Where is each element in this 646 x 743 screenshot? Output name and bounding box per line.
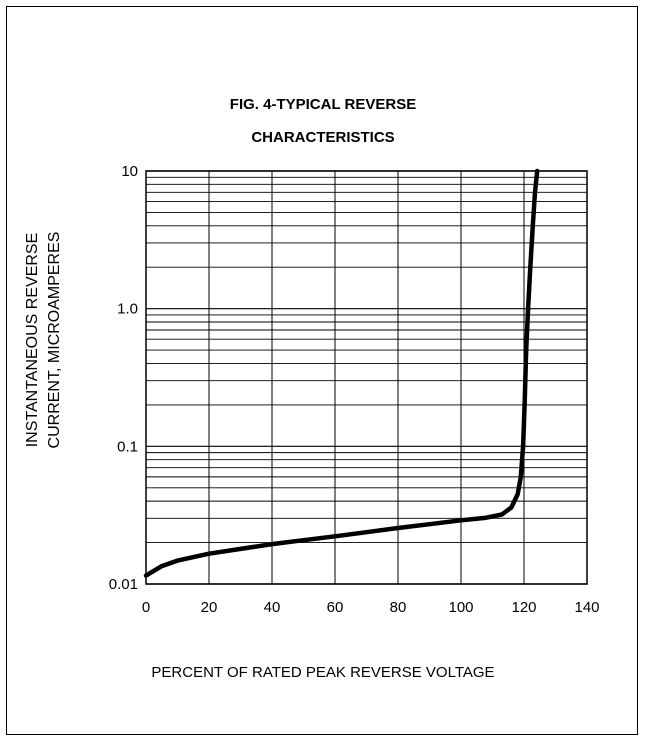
y-tick-label-3: 10 bbox=[121, 163, 138, 180]
y-tick-label-2: 1.0 bbox=[117, 301, 138, 318]
plot-border bbox=[145, 170, 588, 585]
figure-frame bbox=[6, 6, 638, 735]
x-axis-label: PERCENT OF RATED PEAK REVERSE VOLTAGE bbox=[151, 664, 495, 681]
x-tick-label-0: 0 bbox=[142, 599, 150, 616]
x-tick-label-3: 60 bbox=[327, 599, 344, 616]
x-tick-label-5: 100 bbox=[448, 599, 473, 616]
y-tick-label-0: 0.01 bbox=[109, 576, 138, 593]
chart-title-line1: FIG. 4-TYPICAL REVERSE bbox=[229, 96, 417, 113]
x-tick-label-6: 120 bbox=[511, 599, 536, 616]
x-tick-label-2: 40 bbox=[264, 599, 281, 616]
x-tick-label-4: 80 bbox=[390, 599, 407, 616]
x-tick-label-1: 20 bbox=[201, 599, 218, 616]
x-tick-label-7: 140 bbox=[574, 599, 599, 616]
y-tick-label-1: 0.1 bbox=[117, 438, 138, 455]
series-line-0 bbox=[143, 168, 540, 578]
chart-title-line2: CHARACTERISTICS bbox=[251, 129, 395, 146]
